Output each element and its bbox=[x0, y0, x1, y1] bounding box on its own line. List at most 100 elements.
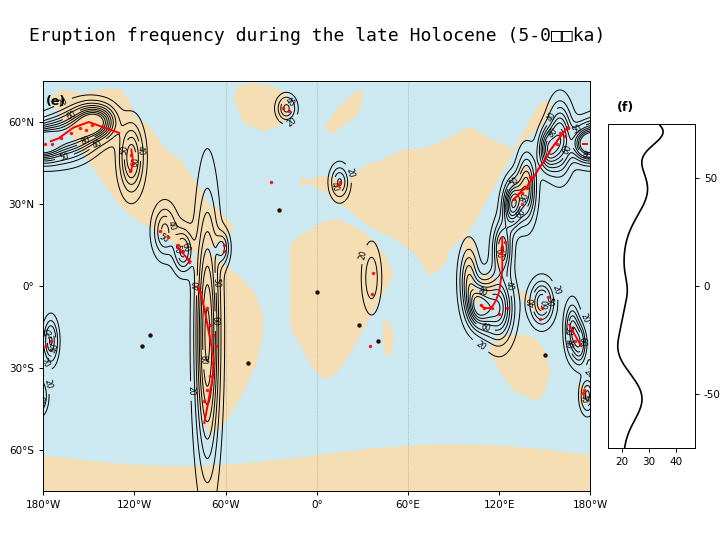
Point bbox=[144, 331, 156, 340]
Text: 20: 20 bbox=[42, 379, 53, 390]
Polygon shape bbox=[481, 275, 496, 297]
Text: 80: 80 bbox=[581, 150, 593, 161]
Text: 40: 40 bbox=[135, 146, 145, 156]
Point bbox=[273, 205, 284, 214]
Point bbox=[524, 172, 536, 181]
Point bbox=[311, 287, 323, 296]
Text: 60: 60 bbox=[179, 241, 192, 253]
Point bbox=[542, 293, 554, 301]
Point bbox=[495, 249, 506, 258]
Point bbox=[204, 320, 216, 329]
Point bbox=[534, 315, 546, 323]
Text: 50: 50 bbox=[564, 326, 573, 336]
Point bbox=[552, 140, 563, 149]
Point bbox=[278, 104, 289, 113]
Point bbox=[366, 290, 377, 299]
Text: (f): (f) bbox=[617, 102, 634, 114]
Point bbox=[211, 342, 222, 350]
Point bbox=[124, 167, 135, 176]
Polygon shape bbox=[195, 253, 262, 434]
Text: 40: 40 bbox=[545, 110, 558, 123]
Text: 60: 60 bbox=[515, 207, 528, 220]
Text: 80: 80 bbox=[546, 126, 560, 140]
Text: 40: 40 bbox=[166, 219, 178, 232]
Point bbox=[497, 244, 508, 252]
Point bbox=[516, 200, 528, 208]
Point bbox=[80, 126, 91, 134]
Point bbox=[579, 386, 590, 395]
Point bbox=[367, 268, 379, 277]
Text: 60: 60 bbox=[130, 157, 140, 167]
Polygon shape bbox=[417, 220, 448, 275]
Point bbox=[521, 184, 532, 192]
Text: 50: 50 bbox=[172, 244, 181, 253]
Polygon shape bbox=[463, 232, 477, 281]
Text: 20: 20 bbox=[551, 284, 562, 296]
Text: 60: 60 bbox=[480, 322, 491, 333]
Point bbox=[554, 129, 566, 137]
Point bbox=[266, 178, 277, 186]
Point bbox=[243, 359, 254, 367]
Text: 40: 40 bbox=[50, 342, 60, 353]
Text: 60: 60 bbox=[541, 299, 551, 309]
Polygon shape bbox=[514, 166, 533, 204]
Text: 50: 50 bbox=[42, 327, 55, 340]
Text: (e): (e) bbox=[46, 94, 66, 107]
Text: 60: 60 bbox=[577, 337, 587, 347]
Text: 40: 40 bbox=[283, 96, 297, 109]
Polygon shape bbox=[384, 319, 393, 357]
Polygon shape bbox=[291, 220, 393, 379]
Polygon shape bbox=[516, 292, 541, 314]
Point bbox=[86, 120, 98, 129]
Point bbox=[372, 336, 383, 345]
Text: 50: 50 bbox=[571, 123, 584, 136]
Point bbox=[184, 257, 195, 266]
Point bbox=[562, 123, 573, 132]
Text: 50: 50 bbox=[544, 297, 554, 307]
Text: 20: 20 bbox=[358, 249, 369, 260]
Point bbox=[162, 233, 174, 241]
Text: 60: 60 bbox=[211, 316, 220, 326]
Point bbox=[204, 372, 216, 381]
Point bbox=[333, 181, 344, 190]
Point bbox=[567, 326, 578, 334]
Point bbox=[577, 389, 588, 397]
Text: 60: 60 bbox=[65, 109, 78, 122]
Point bbox=[125, 151, 137, 159]
Text: 20: 20 bbox=[186, 386, 196, 396]
Point bbox=[207, 331, 219, 340]
Point bbox=[475, 301, 487, 309]
Point bbox=[570, 336, 581, 345]
Polygon shape bbox=[302, 100, 552, 264]
Text: 80: 80 bbox=[79, 135, 92, 147]
Text: 40: 40 bbox=[39, 394, 49, 405]
Point bbox=[207, 359, 219, 367]
Point bbox=[74, 123, 86, 132]
Text: 20: 20 bbox=[57, 96, 69, 109]
Polygon shape bbox=[51, 89, 233, 253]
Point bbox=[39, 140, 50, 149]
Polygon shape bbox=[496, 237, 505, 270]
Point bbox=[45, 336, 57, 345]
Text: 50: 50 bbox=[120, 144, 130, 155]
Point bbox=[47, 140, 58, 149]
Point bbox=[199, 397, 210, 406]
Point bbox=[182, 254, 194, 263]
Point bbox=[155, 227, 166, 236]
Point bbox=[334, 178, 346, 186]
Point bbox=[500, 238, 511, 247]
Point bbox=[202, 304, 213, 313]
Point bbox=[136, 342, 148, 350]
Text: 80: 80 bbox=[199, 355, 208, 365]
Polygon shape bbox=[578, 384, 588, 407]
Text: Eruption frequency during the late Holocene (5-0□□ka): Eruption frequency during the late Holoc… bbox=[29, 27, 606, 45]
Point bbox=[173, 241, 184, 249]
Text: 20: 20 bbox=[474, 340, 487, 353]
Point bbox=[559, 131, 570, 140]
Point bbox=[273, 205, 284, 214]
Text: 20: 20 bbox=[38, 357, 51, 370]
Point bbox=[354, 320, 365, 329]
Point bbox=[536, 304, 547, 313]
Point bbox=[493, 309, 505, 318]
Point bbox=[127, 159, 139, 167]
